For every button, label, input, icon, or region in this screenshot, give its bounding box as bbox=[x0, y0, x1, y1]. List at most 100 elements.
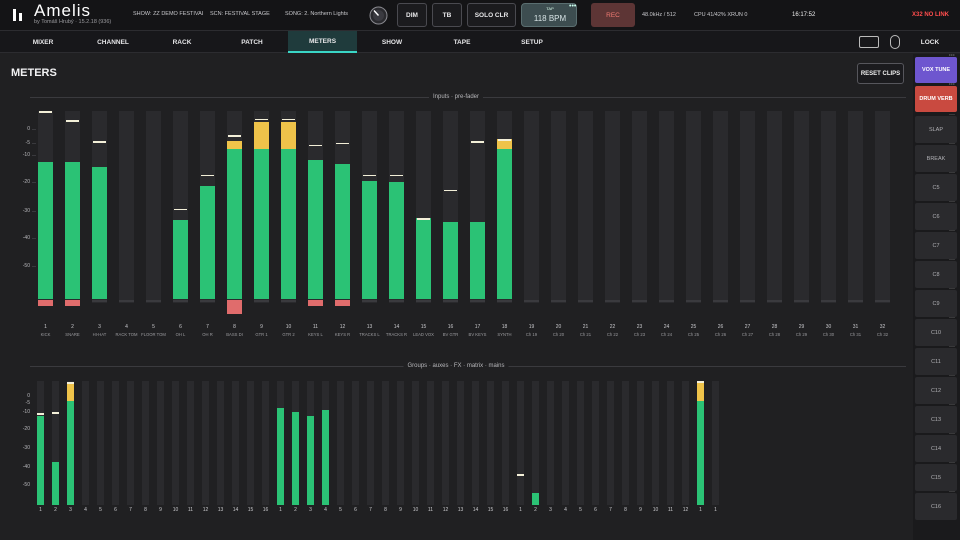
snapshot-button[interactable]: C5 ··· bbox=[915, 170, 957, 201]
keyboard-icon[interactable] bbox=[859, 36, 879, 48]
clip-indicator[interactable] bbox=[38, 300, 53, 306]
snapshot-button[interactable]: C6 ··· bbox=[915, 199, 957, 230]
snapshot-button[interactable]: C9 ··· bbox=[915, 286, 957, 317]
clip-indicator[interactable] bbox=[416, 300, 431, 302]
monitor-volume-knob[interactable] bbox=[369, 6, 388, 25]
snapshot-button[interactable]: C8 ··· bbox=[915, 257, 957, 288]
bus-number: 2 bbox=[54, 507, 57, 513]
tab-meters[interactable]: METERS bbox=[288, 31, 357, 53]
clip-indicator[interactable] bbox=[227, 300, 242, 314]
more-icon[interactable]: ··· bbox=[949, 228, 955, 234]
tab-tape[interactable]: TAPE bbox=[453, 38, 471, 46]
clip-indicator[interactable] bbox=[605, 300, 620, 302]
tab-mixer[interactable]: MIXER bbox=[32, 38, 54, 46]
clip-indicator[interactable] bbox=[362, 300, 377, 302]
clip-indicator[interactable] bbox=[308, 300, 323, 306]
more-icon[interactable]: ··· bbox=[949, 170, 955, 176]
clip-indicator[interactable] bbox=[254, 300, 269, 302]
more-icon[interactable]: ··· bbox=[949, 402, 955, 408]
clip-indicator[interactable] bbox=[767, 300, 782, 302]
channel-number: 16 bbox=[447, 324, 454, 330]
clip-indicator[interactable] bbox=[794, 300, 809, 302]
bus-number: 14 bbox=[472, 507, 479, 513]
snapshot-button[interactable]: C15 ··· bbox=[915, 460, 957, 491]
snapshot-button[interactable]: C14 ··· bbox=[915, 431, 957, 462]
more-icon[interactable]: ··· bbox=[949, 53, 955, 59]
snapshot-button[interactable]: C10 ··· bbox=[915, 315, 957, 346]
clip-indicator[interactable] bbox=[686, 300, 701, 302]
clip-indicator[interactable] bbox=[146, 300, 161, 302]
channel-name: TRACKS R bbox=[385, 332, 408, 337]
clip-indicator[interactable] bbox=[200, 300, 215, 302]
clip-indicator[interactable] bbox=[875, 300, 890, 302]
more-icon[interactable]: ··· bbox=[949, 315, 955, 321]
scene-name[interactable]: SCN: FESTIVAL STAGE bbox=[210, 11, 270, 17]
solo-clear-button[interactable]: SOLO CLR bbox=[467, 3, 516, 27]
more-icon[interactable]: ••• bbox=[569, 3, 577, 10]
clip-indicator[interactable] bbox=[632, 300, 647, 302]
snapshot-button[interactable]: C11 ··· bbox=[915, 344, 957, 375]
bus-number: 11 bbox=[187, 507, 194, 513]
more-icon[interactable]: ··· bbox=[949, 141, 955, 147]
more-icon[interactable]: ··· bbox=[949, 257, 955, 263]
tab-rack[interactable]: RACK bbox=[172, 38, 192, 46]
peak-hold-marker bbox=[93, 141, 106, 143]
snapshot-button[interactable]: C16 ··· bbox=[915, 489, 957, 520]
clip-indicator[interactable] bbox=[848, 300, 863, 302]
clip-indicator[interactable] bbox=[659, 300, 674, 302]
clip-indicator[interactable] bbox=[497, 300, 512, 302]
bus-meter-strip bbox=[667, 381, 674, 505]
channel-number: 27 bbox=[744, 324, 751, 330]
clip-indicator[interactable] bbox=[524, 300, 539, 302]
snapshot-button[interactable]: VOX TUNE ··· bbox=[915, 53, 957, 83]
clip-indicator[interactable] bbox=[92, 300, 107, 302]
clip-indicator[interactable] bbox=[443, 300, 458, 302]
clip-indicator[interactable] bbox=[470, 300, 485, 302]
tab-channel[interactable]: CHANNEL bbox=[97, 38, 129, 46]
clip-indicator[interactable] bbox=[119, 300, 134, 302]
snapshot-button[interactable]: C7 ··· bbox=[915, 228, 957, 259]
clip-indicator[interactable] bbox=[551, 300, 566, 302]
more-icon[interactable]: ··· bbox=[949, 344, 955, 350]
more-icon[interactable]: ··· bbox=[949, 82, 955, 88]
clip-indicator[interactable] bbox=[389, 300, 404, 302]
clip-indicator[interactable] bbox=[713, 300, 728, 302]
reset-clips-button[interactable]: RESET CLIPS bbox=[857, 63, 904, 84]
lock-button[interactable]: LOCK bbox=[920, 38, 940, 46]
bus-meter-strip bbox=[457, 381, 464, 505]
snapshot-button[interactable]: SLAP ··· bbox=[915, 112, 957, 143]
more-icon[interactable]: ··· bbox=[949, 460, 955, 466]
dim-button[interactable]: DIM bbox=[397, 3, 427, 27]
talkback-button[interactable]: TB bbox=[432, 3, 462, 27]
snapshot-button[interactable]: DRUM VERB ··· bbox=[915, 82, 957, 112]
more-icon[interactable]: ··· bbox=[949, 431, 955, 437]
console-link-status[interactable]: X32 NO LINK bbox=[912, 12, 950, 18]
tab-setup[interactable]: SETUP bbox=[521, 38, 543, 46]
bus-meter-strip bbox=[97, 381, 104, 505]
more-icon[interactable]: ··· bbox=[949, 286, 955, 292]
tab-show[interactable]: SHOW bbox=[381, 38, 403, 46]
snapshot-label: C12 bbox=[930, 387, 942, 394]
clip-indicator[interactable] bbox=[578, 300, 593, 302]
more-icon[interactable]: ··· bbox=[949, 373, 955, 379]
snapshot-button[interactable]: C12 ··· bbox=[915, 373, 957, 404]
clip-indicator[interactable] bbox=[281, 300, 296, 302]
clip-indicator[interactable] bbox=[173, 300, 188, 302]
record-button[interactable]: REC bbox=[591, 3, 635, 27]
snapshot-button[interactable]: C13 ··· bbox=[915, 402, 957, 433]
mouse-icon[interactable] bbox=[890, 35, 900, 49]
snapshot-button[interactable]: BREAK ··· bbox=[915, 141, 957, 172]
song-name[interactable]: SONG: 2. Northern Lights bbox=[285, 11, 348, 17]
bus-meter-strip bbox=[652, 381, 659, 505]
tap-tempo-button[interactable]: TAP 118 BPM ••• bbox=[521, 3, 577, 27]
clip-indicator[interactable] bbox=[335, 300, 350, 306]
more-icon[interactable]: ··· bbox=[949, 489, 955, 495]
show-name[interactable]: SHOW: ZZ DEMO FESTIVAL STA... bbox=[133, 11, 203, 17]
more-icon[interactable]: ··· bbox=[949, 199, 955, 205]
tab-patch[interactable]: PATCH bbox=[241, 38, 263, 46]
more-icon[interactable]: ··· bbox=[949, 112, 955, 118]
clip-indicator[interactable] bbox=[65, 300, 80, 306]
clip-indicator[interactable] bbox=[740, 300, 755, 302]
clip-indicator[interactable] bbox=[821, 300, 836, 302]
clock: 16:17:52 bbox=[792, 12, 816, 18]
